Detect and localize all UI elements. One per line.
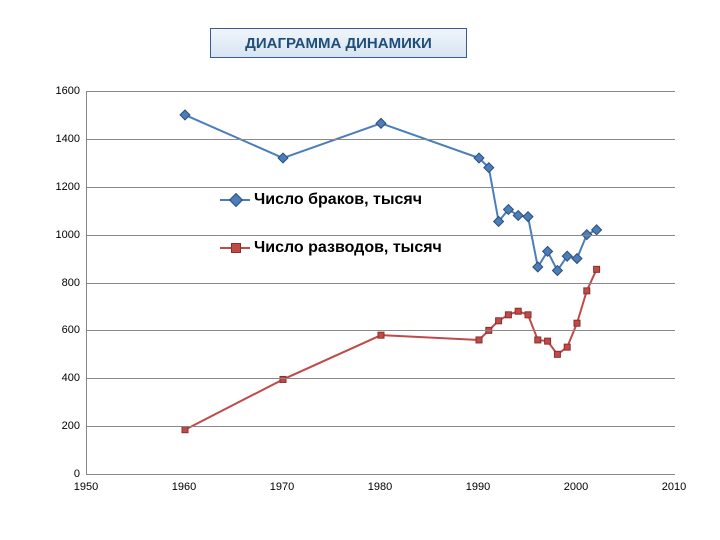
data-point [496, 318, 502, 324]
data-point [554, 351, 560, 357]
grid-line [87, 187, 675, 188]
data-point [535, 337, 541, 343]
legend-marker-icon [220, 193, 250, 207]
y-axis-label: 600 [40, 324, 80, 336]
data-point [378, 332, 384, 338]
data-point [592, 225, 602, 235]
y-axis-label: 1200 [40, 181, 80, 193]
grid-line [87, 378, 675, 379]
data-point [574, 320, 580, 326]
data-point [525, 312, 531, 318]
y-axis-label: 1400 [40, 133, 80, 145]
x-axis-label: 2000 [564, 481, 588, 493]
grid-line [87, 235, 675, 236]
data-point [505, 312, 511, 318]
data-point [515, 308, 521, 314]
grid-line [87, 283, 675, 284]
data-point [376, 118, 386, 128]
x-axis-label: 1970 [270, 481, 294, 493]
grid-line [87, 139, 675, 140]
x-axis-label: 1980 [368, 481, 392, 493]
data-point [572, 254, 582, 264]
y-axis-label: 800 [40, 277, 80, 289]
x-axis-label: 1950 [74, 481, 98, 493]
x-axis-label: 1960 [172, 481, 196, 493]
data-point [180, 110, 190, 120]
y-axis-label: 200 [40, 420, 80, 432]
x-axis-label: 1990 [466, 481, 490, 493]
y-axis-label: 1600 [40, 85, 80, 97]
data-point [594, 266, 600, 272]
data-point [545, 338, 551, 344]
data-point [476, 337, 482, 343]
data-point [584, 288, 590, 294]
legend-item: Число разводов, тысяч [220, 239, 442, 257]
grid-line [87, 91, 675, 92]
data-point [523, 212, 533, 222]
series-line [185, 269, 597, 429]
data-point [278, 153, 288, 163]
legend-label: Число браков, тысяч [254, 191, 422, 209]
data-point [564, 344, 570, 350]
x-axis-label: 2010 [662, 481, 686, 493]
data-point [513, 211, 523, 221]
grid-line [87, 426, 675, 427]
data-point [182, 427, 188, 433]
chart-container: 0 200 400 600 800 1000 1200 1400 1600 1950 1960 197… [40, 75, 690, 515]
grid-line [87, 330, 675, 331]
plot-area [86, 91, 675, 475]
y-axis-label: 0 [40, 468, 80, 480]
legend-item: Число браков, тысяч [220, 191, 422, 209]
y-axis-label: 400 [40, 372, 80, 384]
data-point [543, 246, 553, 256]
legend-marker-icon [220, 241, 250, 255]
chart-title: ДИАГРАММА ДИНАМИКИ [210, 28, 467, 58]
y-axis-label: 1000 [40, 229, 80, 241]
legend-label: Число разводов, тысяч [254, 239, 442, 257]
data-point [533, 262, 543, 272]
